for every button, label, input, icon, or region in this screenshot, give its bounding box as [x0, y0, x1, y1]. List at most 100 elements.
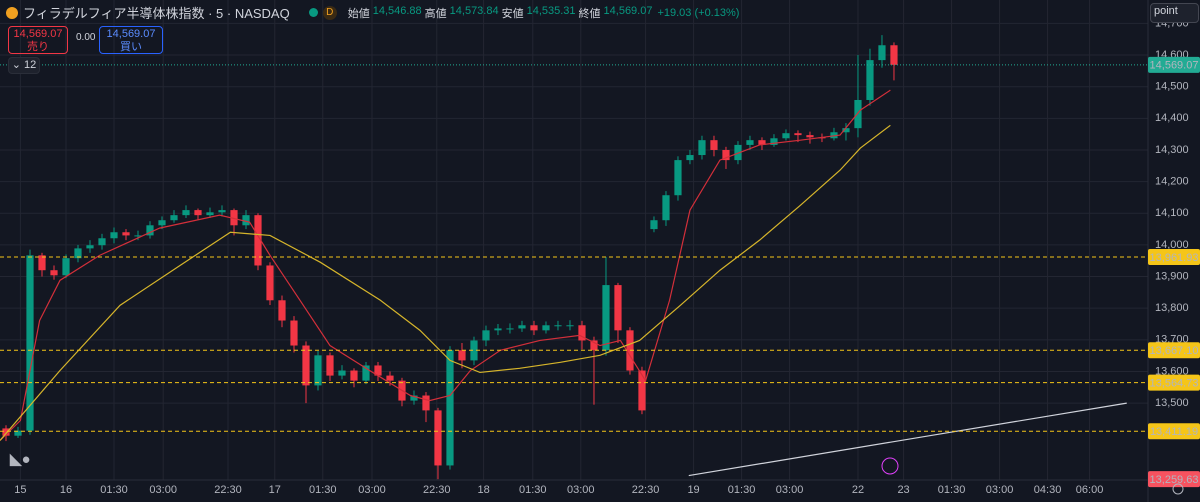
x-tick-label: 17 [269, 484, 281, 496]
candle-body [434, 410, 442, 466]
sell-price: 14,569.07 [13, 28, 63, 40]
y-tick-label: 14,000 [1155, 239, 1189, 251]
candle-body [878, 45, 886, 61]
candle-body [266, 265, 274, 301]
candle-body [410, 395, 418, 401]
level-tag [1148, 248, 1200, 265]
x-tick-label: 03:00 [149, 484, 177, 496]
x-tick-label: 16 [60, 484, 72, 496]
candle-body [326, 355, 334, 376]
settings-icon [1172, 483, 1184, 495]
x-tick-label: 22 [852, 484, 864, 496]
candle-body [278, 300, 286, 321]
candle-body [314, 355, 322, 386]
indicator-toggle[interactable]: ⌄ 12 [8, 57, 40, 74]
candle-body [698, 140, 706, 156]
candle-body [710, 140, 718, 150]
candle-body [362, 365, 370, 381]
level-label: 13,411.19 [1150, 426, 1198, 438]
candle-body [590, 340, 598, 351]
candle-body [626, 330, 634, 371]
candle-body [182, 210, 190, 216]
ohlc-label: 終値 [578, 7, 601, 20]
candle-body [506, 328, 514, 330]
candle-body [446, 350, 454, 466]
candle-body [74, 248, 82, 259]
candle-body [542, 325, 550, 331]
candle-body [122, 232, 130, 236]
symbol-title[interactable]: フィラデルフィア半導体株指数 · 5 · NASDAQ [23, 6, 290, 21]
candle-body [338, 370, 346, 376]
change: +19.03 (+0.13%) [657, 6, 740, 19]
low-marker-label: 13,259.63 [1150, 474, 1199, 486]
candle-body [26, 255, 34, 431]
candle-body [98, 238, 106, 246]
candle-body [554, 325, 562, 327]
candle-body [794, 133, 802, 136]
y-tick-label: 14,200 [1155, 176, 1189, 188]
x-tick-label: 06:00 [1076, 484, 1104, 496]
y-tick-label: 14,400 [1155, 112, 1189, 124]
sell-button[interactable]: 14,569.07 売り [8, 26, 68, 54]
level-label: 13,667.10 [1150, 345, 1199, 357]
sell-label: 売り [27, 41, 49, 53]
level-tag [1148, 342, 1200, 359]
x-tick-label: 18 [477, 484, 489, 496]
candle-body [62, 258, 70, 276]
candle-body [638, 370, 646, 411]
x-tick-label: 22:30 [423, 484, 451, 496]
spread: 0.00 [76, 32, 96, 43]
candle-body [218, 210, 226, 213]
candle-body [230, 210, 238, 226]
y-tick-label: 13,600 [1155, 365, 1189, 377]
candle-body [890, 45, 898, 65]
x-tick-label: 03:00 [358, 484, 386, 496]
candle-body [614, 285, 622, 331]
candle-body [842, 128, 850, 133]
last-price-tag [1148, 56, 1200, 73]
x-tick-label: 01:30 [100, 484, 128, 496]
level-tag [1148, 423, 1200, 440]
y-tick-label: 14,500 [1155, 81, 1189, 93]
candle-body [770, 138, 778, 145]
candle-body [86, 245, 94, 249]
y-tick-label: 14,100 [1155, 207, 1189, 219]
y-tick-label: 13,800 [1155, 302, 1189, 314]
x-tick-label: 03:00 [986, 484, 1014, 496]
candle-body [458, 350, 466, 361]
ohlc-label: 始値 [347, 7, 370, 20]
candle-body [422, 395, 430, 411]
logo: ◣● [9, 451, 31, 468]
candle-body [206, 212, 214, 216]
candle-body [14, 430, 22, 436]
last-price-label: 14,569.07 [1150, 60, 1199, 72]
search-box[interactable]: point [1150, 3, 1199, 23]
buy-label: 買い [120, 41, 142, 53]
candle-body [758, 140, 766, 145]
x-tick-label: 23 [897, 484, 909, 496]
candle-body [686, 155, 694, 161]
candle-body [518, 325, 526, 329]
candle-body [38, 255, 46, 271]
x-tick-label: 03:00 [776, 484, 804, 496]
candle-body [470, 340, 478, 361]
candle-body [830, 132, 838, 139]
buy-button[interactable]: 14,569.07 買い [99, 26, 163, 54]
level-label: 13,961.93 [1150, 252, 1199, 264]
candle-body [482, 330, 490, 341]
y-tick-label: 13,900 [1155, 270, 1189, 282]
candle-body [2, 428, 10, 436]
badge: D [322, 5, 337, 20]
candle-body [854, 99, 862, 129]
candle-body [134, 235, 142, 237]
indicator-line [0, 124, 891, 441]
candle-body [530, 325, 538, 331]
y-tick-label: 14,300 [1155, 144, 1189, 156]
level-label: 13,564.73 [1150, 378, 1199, 390]
ohlc-value: 14,535.31 [526, 4, 576, 17]
candle-body [722, 149, 730, 161]
x-tick-label: 01:30 [309, 484, 337, 496]
level-tag [1148, 374, 1200, 391]
